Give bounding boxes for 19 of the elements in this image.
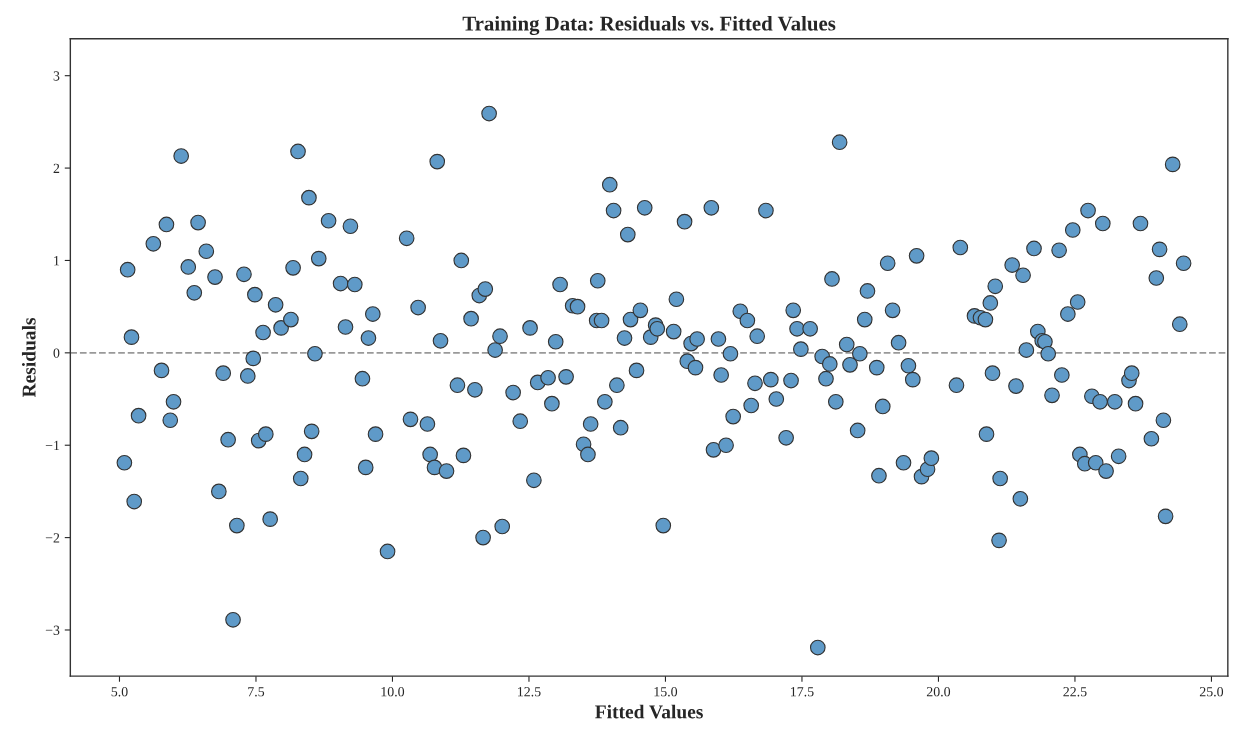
y-tick-label: 1 (54, 256, 60, 266)
y-tick-label: 0 (53, 348, 60, 358)
y-tick-label: −3 (45, 625, 60, 635)
x-tick-label: 15.0 (654, 686, 678, 697)
x-tick-label: 22.5 (1063, 687, 1087, 697)
x-tick-label: 12.5 (518, 687, 541, 697)
x-tick-label: 17.5 (791, 687, 814, 697)
y-tick-label: 2 (53, 163, 60, 173)
x-tick-label: 10.0 (381, 686, 405, 697)
x-tick-label: 25.0 (1199, 686, 1224, 697)
x-axis-title: Fitted Values (595, 704, 703, 719)
y-tick-label: −1 (45, 440, 60, 451)
chart-title: Training Data: Residuals vs. Fitted Values (462, 15, 836, 36)
x-tick-label: 20.0 (926, 686, 951, 697)
y-tick-label: −2 (45, 533, 60, 543)
x-tick-label: 5.0 (111, 686, 128, 697)
y-tick-label: 3 (53, 71, 60, 81)
y-axis-title: Residuals (21, 317, 36, 398)
x-tick-label: 7.5 (248, 687, 265, 697)
